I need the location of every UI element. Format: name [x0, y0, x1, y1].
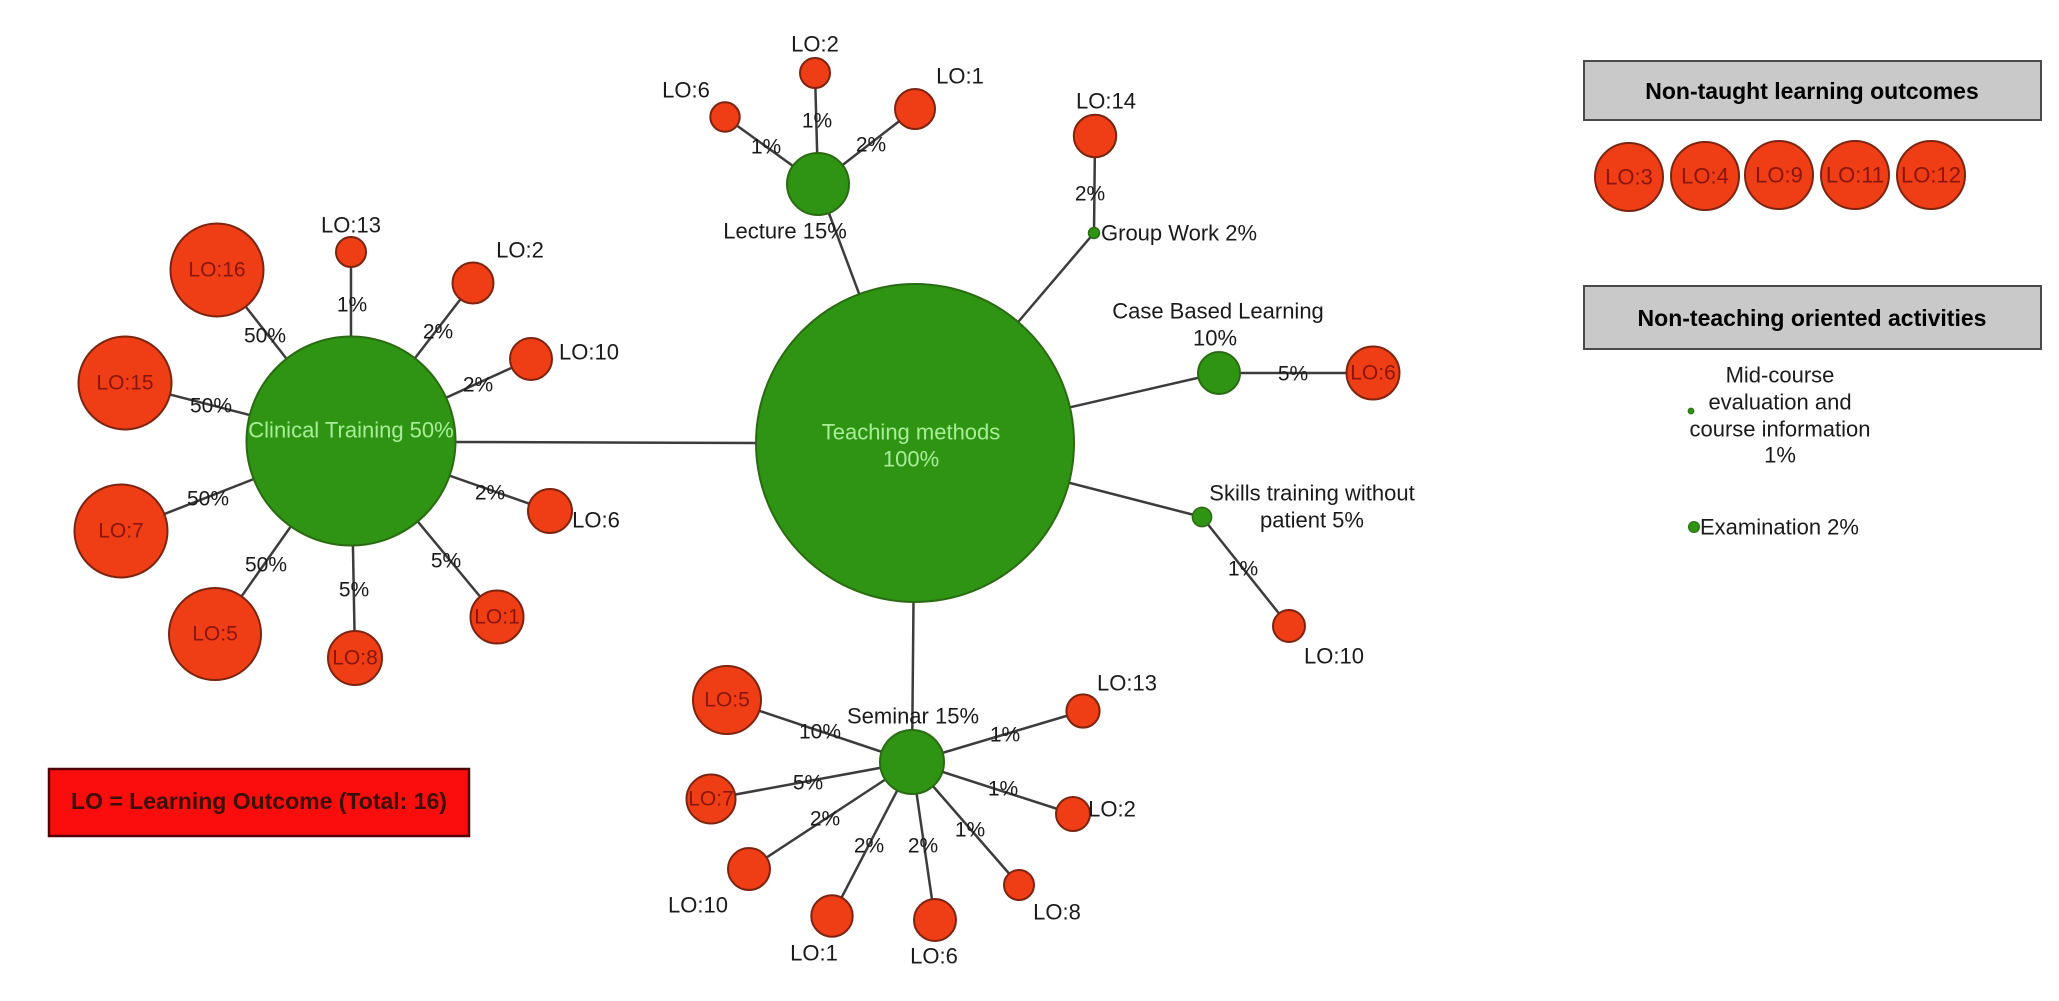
svg-text:LO:8: LO:8	[332, 647, 378, 670]
svg-text:50%: 50%	[245, 554, 287, 577]
svg-text:LO:1: LO:1	[936, 64, 984, 89]
svg-text:LO:2: LO:2	[791, 32, 839, 57]
svg-text:Skills training without: Skills training without	[1209, 481, 1414, 506]
svg-text:2%: 2%	[810, 808, 840, 831]
svg-text:LO:14: LO:14	[1076, 89, 1136, 114]
svg-text:LO:9: LO:9	[1755, 163, 1803, 188]
svg-text:Non-taught learning outcomes: Non-taught learning outcomes	[1645, 78, 1979, 104]
svg-text:patient 5%: patient 5%	[1260, 508, 1364, 533]
svg-text:Group Work 2%: Group Work 2%	[1101, 221, 1257, 246]
svg-text:50%: 50%	[244, 325, 286, 348]
svg-text:LO:6: LO:6	[1350, 362, 1396, 385]
svg-text:LO:1: LO:1	[790, 941, 838, 966]
svg-text:Non-teaching oriented activiti: Non-teaching oriented activities	[1638, 305, 1987, 331]
svg-text:Case Based Learning: Case Based Learning	[1112, 299, 1324, 324]
svg-text:LO:3: LO:3	[1605, 165, 1653, 190]
svg-text:LO:1: LO:1	[474, 606, 520, 629]
svg-text:Mid-course: Mid-course	[1726, 363, 1835, 388]
svg-text:LO:8: LO:8	[1033, 900, 1081, 925]
svg-text:LO:11: LO:11	[1826, 163, 1884, 188]
svg-text:5%: 5%	[1278, 363, 1308, 386]
svg-text:LO:6: LO:6	[910, 944, 958, 969]
svg-text:LO:2: LO:2	[1088, 797, 1136, 822]
svg-text:LO:10: LO:10	[559, 340, 619, 365]
svg-text:2%: 2%	[854, 835, 884, 858]
svg-text:LO:5: LO:5	[192, 623, 238, 646]
svg-text:50%: 50%	[187, 488, 229, 511]
svg-text:2%: 2%	[475, 482, 505, 505]
svg-text:LO:15: LO:15	[96, 372, 153, 395]
svg-text:Lecture 15%: Lecture 15%	[723, 219, 847, 244]
svg-text:5%: 5%	[793, 772, 823, 795]
svg-text:LO:6: LO:6	[572, 508, 620, 533]
svg-text:LO:2: LO:2	[496, 238, 544, 263]
svg-text:100%: 100%	[883, 447, 939, 472]
svg-text:2%: 2%	[856, 134, 886, 157]
svg-text:1%: 1%	[990, 724, 1020, 747]
svg-text:1%: 1%	[1228, 558, 1258, 581]
svg-text:2%: 2%	[1075, 183, 1105, 206]
svg-text:1%: 1%	[955, 819, 985, 842]
svg-text:10%: 10%	[1193, 326, 1237, 351]
svg-text:Seminar 15%: Seminar 15%	[847, 704, 979, 729]
svg-text:5%: 5%	[339, 579, 369, 602]
svg-text:LO:12: LO:12	[1901, 163, 1961, 188]
svg-text:10%: 10%	[799, 721, 841, 744]
svg-text:course information: course information	[1690, 417, 1871, 442]
svg-text:LO:13: LO:13	[1097, 671, 1157, 696]
svg-text:LO:7: LO:7	[98, 520, 144, 543]
svg-text:Examination 2%: Examination 2%	[1700, 515, 1859, 540]
svg-text:1%: 1%	[988, 778, 1018, 801]
svg-text:1%: 1%	[751, 136, 781, 159]
svg-text:LO:4: LO:4	[1681, 164, 1729, 189]
svg-text:LO:10: LO:10	[1304, 644, 1364, 669]
svg-text:LO:6: LO:6	[662, 78, 710, 103]
svg-text:LO:16: LO:16	[188, 259, 245, 282]
svg-text:1%: 1%	[802, 110, 832, 133]
svg-text:Teaching methods: Teaching methods	[822, 420, 1001, 445]
svg-text:LO:10: LO:10	[668, 893, 728, 918]
svg-text:2%: 2%	[423, 321, 453, 344]
svg-text:2%: 2%	[908, 835, 938, 858]
svg-text:LO = Learning Outcome (Total:: LO = Learning Outcome (Total: 16)	[71, 788, 447, 814]
svg-text:1%: 1%	[1764, 443, 1796, 468]
svg-text:Clinical Training 50%: Clinical Training 50%	[248, 418, 453, 443]
svg-text:evaluation and: evaluation and	[1708, 390, 1851, 415]
svg-text:1%: 1%	[337, 294, 367, 317]
svg-text:LO:5: LO:5	[704, 689, 750, 712]
svg-text:5%: 5%	[431, 550, 461, 573]
svg-text:50%: 50%	[190, 395, 232, 418]
svg-text:LO:7: LO:7	[688, 788, 734, 811]
svg-text:LO:13: LO:13	[321, 213, 381, 238]
svg-text:2%: 2%	[463, 374, 493, 397]
